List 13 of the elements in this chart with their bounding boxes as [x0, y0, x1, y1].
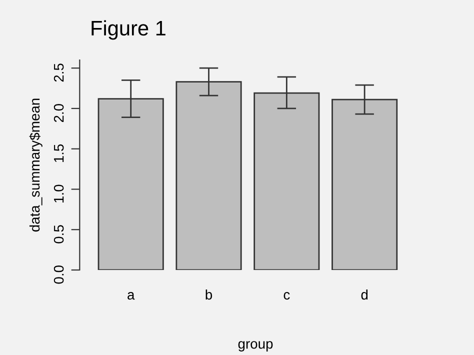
x-tick-label: a	[128, 292, 135, 300]
y-tick-label: 0.5	[54, 225, 64, 244]
x-tick-label: b	[206, 289, 212, 300]
x-axis-title: group	[238, 341, 273, 352]
y-tick-label: 2.5	[54, 64, 64, 82]
y-tick-label: 0.0	[54, 266, 64, 284]
y-tick-label: 2.0	[54, 104, 64, 122]
y-axis-title: data_summary$mean	[29, 98, 42, 232]
y-tick-label: 1.0	[54, 184, 64, 202]
chart-title: Figure 1	[92, 20, 166, 40]
x-tick-label: d	[361, 289, 368, 300]
x-tick-label: c	[284, 292, 290, 300]
y-tick-label: 1.5	[54, 144, 64, 162]
